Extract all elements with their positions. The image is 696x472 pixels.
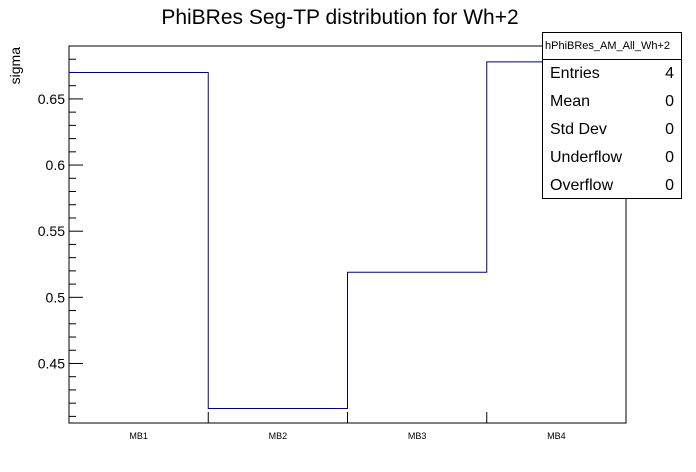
stats-label: Entries xyxy=(550,65,600,82)
y-tick-label: 0.6 xyxy=(46,157,66,173)
stats-row-overflow: Overflow 0 xyxy=(543,172,681,200)
stats-value: 0 xyxy=(665,121,674,138)
stats-value: 0 xyxy=(665,177,674,194)
stats-value: 4 xyxy=(665,65,674,82)
stats-row-mean: Mean 0 xyxy=(543,88,681,116)
stats-row-entries: Entries 4 xyxy=(543,60,681,88)
stats-box: hPhiBRes_AM_All_Wh+2 Entries 4 Mean 0 St… xyxy=(542,32,682,199)
stats-value: 0 xyxy=(665,93,674,110)
y-axis-label: sigma xyxy=(7,47,23,85)
chart-title: PhiBRes Seg-TP distribution for Wh+2 xyxy=(161,6,518,29)
stats-label: Std Dev xyxy=(550,121,607,138)
stats-label: Underflow xyxy=(550,149,623,166)
x-axis-ticks: MB1 MB2 MB3 MB4 xyxy=(68,412,627,441)
stats-row-underflow: Underflow 0 xyxy=(543,144,681,172)
stats-value: 0 xyxy=(665,149,674,166)
stats-label: Overflow xyxy=(550,177,614,194)
stats-row-std-dev: Std Dev 0 xyxy=(543,116,681,144)
x-tick-label: MB3 xyxy=(408,431,427,441)
y-tick-label: 0.5 xyxy=(46,289,66,305)
x-tick-label: MB4 xyxy=(547,431,566,441)
x-tick-label: MB2 xyxy=(269,431,288,441)
y-axis-ticks: 0.45 0.5 0.55 0.6 0.65 xyxy=(38,45,83,417)
y-tick-label: 0.45 xyxy=(38,355,65,371)
y-tick-label: 0.65 xyxy=(38,91,65,107)
stats-label: Mean xyxy=(550,93,591,110)
histogram-line xyxy=(69,61,626,409)
y-tick-label: 0.55 xyxy=(38,223,65,239)
x-tick-label: MB1 xyxy=(129,431,148,441)
stats-histogram-name: hPhiBRes_AM_All_Wh+2 xyxy=(543,33,681,60)
